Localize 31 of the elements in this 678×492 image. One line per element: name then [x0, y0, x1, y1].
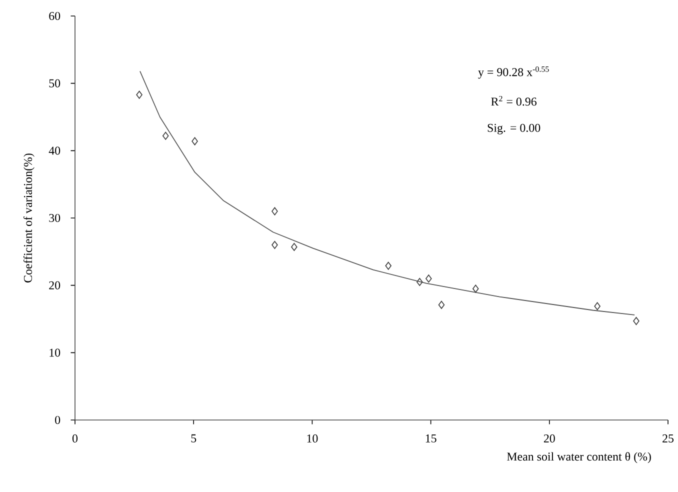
point	[272, 240, 278, 249]
point	[472, 284, 479, 293]
point	[136, 90, 142, 99]
y-tick-label: 60	[49, 12, 60, 20]
x-tick-label: 5	[191, 434, 196, 442]
annotation: Sig. = 0.00	[488, 124, 540, 134]
point	[162, 132, 169, 140]
point	[291, 242, 298, 251]
point	[385, 262, 392, 270]
point	[633, 316, 640, 326]
annotation: R$^{2}$ = 0.96	[491, 96, 537, 106]
annotation: y = 90.28 x$^{-0.55}$	[478, 66, 549, 79]
point	[192, 137, 198, 146]
point	[594, 302, 600, 310]
y-tick-label: 0	[55, 416, 60, 424]
y-tick-label: 30	[49, 214, 60, 222]
point	[416, 278, 423, 286]
y-tick-label: 50	[49, 79, 60, 88]
x-tick-label: 25	[662, 434, 674, 442]
point	[438, 300, 445, 309]
y-tick-label: 10	[50, 348, 60, 357]
y-tick-label: 20	[49, 281, 60, 290]
x-tick-label: 15	[426, 434, 436, 442]
x-tick-label: 20	[544, 434, 555, 442]
point	[426, 274, 432, 283]
x-axis-title: Mean soil water content θ (%)	[506, 452, 651, 464]
y-tick-label: 40	[48, 146, 60, 155]
x-tick-label: 0	[72, 434, 78, 442]
point	[272, 207, 278, 216]
y-axis-title: Coefficient of variation(%)	[23, 154, 34, 282]
x-tick-label: 10	[307, 434, 318, 442]
